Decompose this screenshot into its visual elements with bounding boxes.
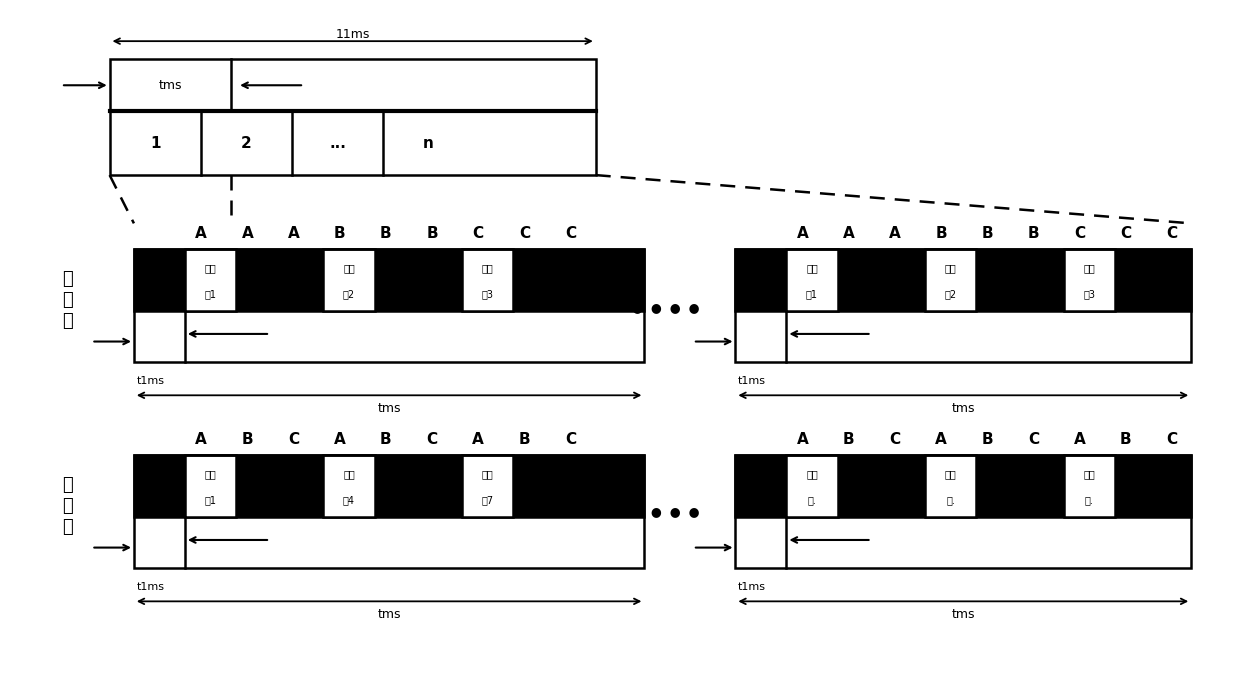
Text: 广播: 广播 [1084, 263, 1095, 273]
Text: 2: 2 [241, 136, 252, 151]
Text: B: B [334, 225, 346, 240]
Bar [786, 456, 837, 517]
Text: B: B [982, 225, 993, 240]
Text: A: A [334, 432, 346, 447]
Text: C: C [1167, 432, 1178, 447]
Text: A: A [195, 225, 207, 240]
Text: 发3: 发3 [481, 289, 494, 299]
Text: C: C [288, 432, 299, 447]
Bar [134, 249, 645, 362]
Bar [735, 456, 1192, 568]
Text: 发4: 发4 [343, 495, 355, 505]
Text: 发.: 发. [1085, 495, 1094, 505]
Text: 发1: 发1 [806, 289, 818, 299]
Text: 广播: 广播 [205, 469, 216, 479]
Text: 广播: 广播 [806, 469, 818, 479]
Text: ●  ●  ●  ●: ● ● ● ● [632, 505, 699, 518]
Text: tms: tms [951, 608, 975, 621]
Text: n: n [423, 136, 434, 151]
Text: tms: tms [377, 401, 401, 414]
Bar [925, 456, 976, 517]
Bar [324, 249, 374, 311]
Text: 1: 1 [150, 136, 160, 151]
Text: C: C [518, 225, 529, 240]
Bar [735, 249, 1192, 311]
Text: A: A [889, 225, 901, 240]
Text: 广播: 广播 [945, 263, 956, 273]
Text: 广播: 广播 [481, 263, 494, 273]
Text: tms: tms [159, 79, 182, 92]
Text: C: C [427, 432, 438, 447]
Bar [134, 456, 645, 568]
Bar [134, 456, 645, 517]
Text: 从
节
点: 从 节 点 [62, 476, 72, 536]
Bar [185, 249, 236, 311]
Text: C: C [565, 432, 577, 447]
Text: 广播: 广播 [1084, 469, 1095, 479]
Text: 发1: 发1 [205, 289, 217, 299]
Text: B: B [1028, 225, 1039, 240]
Text: A: A [797, 225, 808, 240]
Text: 广播: 广播 [481, 469, 494, 479]
Bar [463, 249, 513, 311]
Text: 发.: 发. [946, 495, 955, 505]
Text: A: A [472, 432, 484, 447]
Bar [735, 456, 1192, 517]
Text: B: B [935, 225, 947, 240]
Text: 广播: 广播 [343, 469, 355, 479]
Text: A: A [843, 225, 854, 240]
Text: tms: tms [951, 401, 975, 414]
Text: 主
节
点: 主 节 点 [62, 270, 72, 329]
Text: B: B [518, 432, 531, 447]
Text: B: B [982, 432, 993, 447]
Text: A: A [195, 432, 207, 447]
Bar [324, 456, 374, 517]
Text: C: C [1120, 225, 1131, 240]
Text: 广播: 广播 [945, 469, 956, 479]
Text: B: B [379, 432, 392, 447]
Text: C: C [1028, 432, 1039, 447]
Text: C: C [472, 225, 484, 240]
Text: 广播: 广播 [205, 263, 216, 273]
Text: 发3: 发3 [1083, 289, 1095, 299]
Text: C: C [565, 225, 577, 240]
Bar [735, 249, 1192, 362]
Text: t1ms: t1ms [136, 376, 165, 386]
Text: B: B [843, 432, 854, 447]
Bar [134, 249, 645, 311]
Text: t1ms: t1ms [738, 582, 766, 592]
Text: 11ms: 11ms [336, 28, 370, 41]
Text: B: B [1120, 432, 1132, 447]
Text: 发2: 发2 [945, 289, 956, 299]
Text: 发.: 发. [807, 495, 816, 505]
Bar [185, 456, 236, 517]
Text: A: A [288, 225, 299, 240]
Bar [925, 249, 976, 311]
Text: B: B [379, 225, 392, 240]
Text: C: C [1074, 225, 1085, 240]
Text: ●  ●  ●  ●: ● ● ● ● [632, 301, 699, 314]
Text: 发2: 发2 [343, 289, 355, 299]
Bar [786, 249, 837, 311]
Text: 广播: 广播 [806, 263, 818, 273]
Text: tms: tms [377, 608, 401, 621]
Bar [463, 456, 513, 517]
Text: A: A [797, 432, 808, 447]
Text: A: A [242, 225, 253, 240]
Text: A: A [1074, 432, 1085, 447]
Text: 广播: 广播 [343, 263, 355, 273]
Bar [109, 59, 595, 175]
Text: t1ms: t1ms [738, 376, 766, 386]
Bar [1064, 249, 1115, 311]
Text: C: C [1167, 225, 1178, 240]
Text: 发1: 发1 [205, 495, 217, 505]
Text: ...: ... [329, 136, 346, 151]
Text: B: B [427, 225, 438, 240]
Text: B: B [242, 432, 253, 447]
Text: C: C [889, 432, 900, 447]
Text: A: A [935, 432, 947, 447]
Text: t1ms: t1ms [136, 582, 165, 592]
Text: 发7: 发7 [481, 495, 494, 505]
Bar [1064, 456, 1115, 517]
